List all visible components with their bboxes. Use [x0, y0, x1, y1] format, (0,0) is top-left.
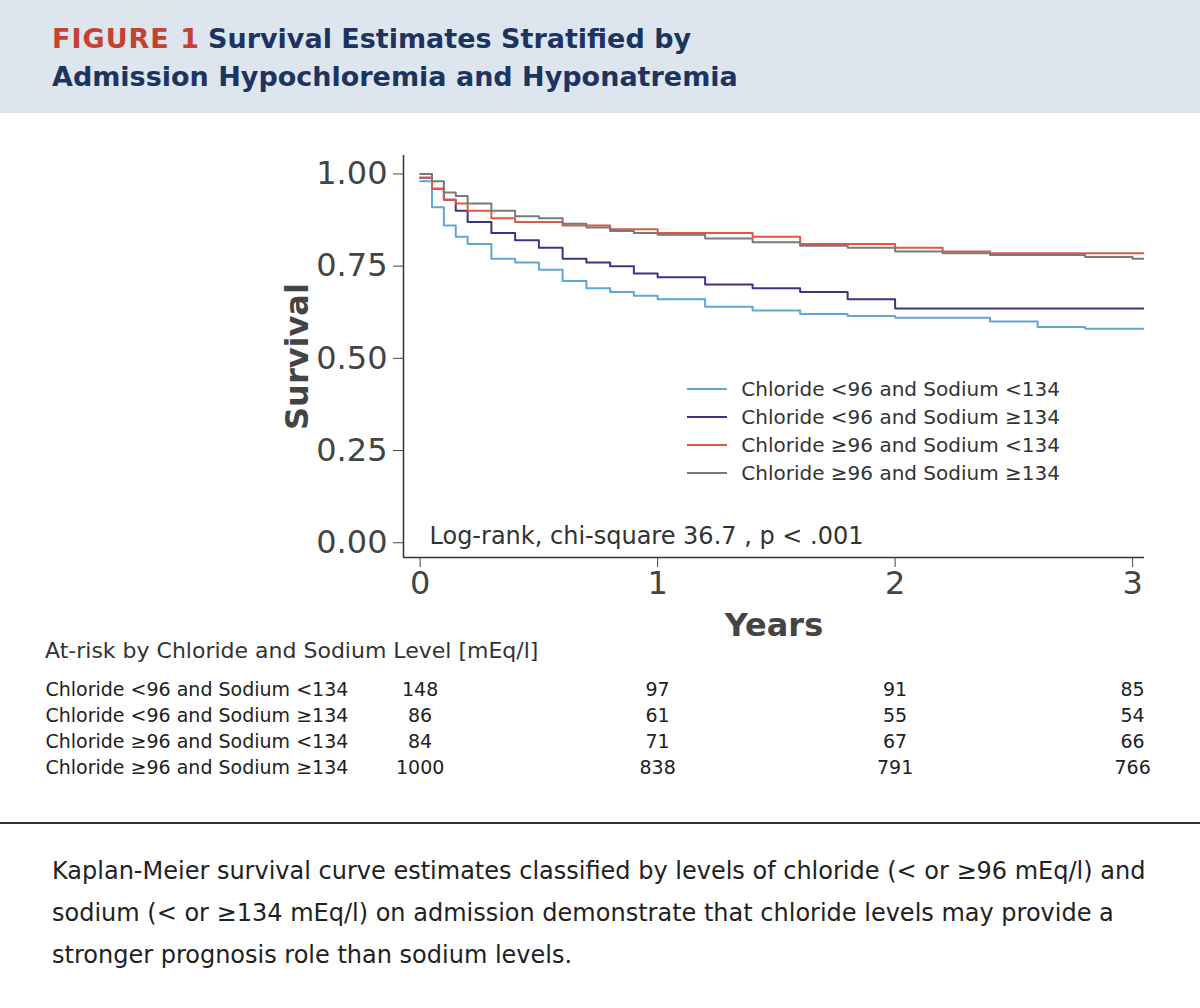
- svg-text:0.50: 0.50: [316, 339, 387, 377]
- svg-text:0: 0: [410, 564, 430, 602]
- svg-text:67: 67: [883, 730, 907, 752]
- svg-text:2: 2: [885, 564, 905, 602]
- svg-text:1.00: 1.00: [316, 154, 387, 192]
- svg-text:Chloride ≥96 and Sodium <134: Chloride ≥96 and Sodium <134: [46, 730, 349, 752]
- svg-text:791: 791: [877, 756, 913, 778]
- svg-text:Years: Years: [724, 606, 823, 644]
- html-text:Kaplan-Meier survival curve es: Kaplan-Meier survival curve estimates cl…: [52, 857, 1146, 969]
- svg-text:54: 54: [1121, 704, 1145, 726]
- svg-text:838: 838: [639, 756, 675, 778]
- html-text:Chloride <96 and Sodium <134: Chloride <96 and Sodium <134: [741, 377, 1060, 401]
- svg-text:55: 55: [883, 704, 907, 726]
- svg-text:1000: 1000: [396, 756, 444, 778]
- svg-text:Chloride ≥96 and Sodium ≥134: Chloride ≥96 and Sodium ≥134: [46, 756, 349, 778]
- html-text:FIGURE 1 Survival Estimates St: FIGURE 1 Survival Estimates Stratified b…: [52, 23, 738, 92]
- svg-text:Chloride <96 and Sodium ≥134: Chloride <96 and Sodium ≥134: [46, 704, 349, 726]
- html-text:Chloride ≥96 and Sodium ≥134: Chloride ≥96 and Sodium ≥134: [741, 461, 1060, 485]
- svg-text:61: 61: [646, 704, 670, 726]
- svg-text:0.75: 0.75: [316, 246, 387, 284]
- html-text:Chloride <96 and Sodium ≥134: Chloride <96 and Sodium ≥134: [741, 405, 1060, 429]
- svg-text:86: 86: [408, 704, 432, 726]
- svg-text:85: 85: [1121, 678, 1145, 700]
- svg-text:1: 1: [647, 564, 667, 602]
- svg-text:Chloride <96 and Sodium <134: Chloride <96 and Sodium <134: [46, 678, 349, 700]
- html-text:Chloride ≥96 and Sodium <134: Chloride ≥96 and Sodium <134: [741, 433, 1060, 457]
- svg-text:71: 71: [646, 730, 670, 752]
- html-text:At-risk by Chloride and Sodium: At-risk by Chloride and Sodium Level [mE…: [45, 638, 539, 663]
- svg-text:66: 66: [1121, 730, 1145, 752]
- svg-text:0.25: 0.25: [316, 431, 387, 469]
- svg-text:97: 97: [646, 678, 670, 700]
- svg-text:148: 148: [402, 678, 438, 700]
- svg-text:91: 91: [883, 678, 907, 700]
- svg-text:Survival: Survival: [278, 283, 316, 430]
- svg-text:84: 84: [408, 730, 432, 752]
- svg-text:766: 766: [1114, 756, 1150, 778]
- svg-text:Log-rank, chi-square 36.7 , p: Log-rank, chi-square 36.7 , p < .001: [430, 522, 864, 550]
- svg-text:0.00: 0.00: [316, 523, 387, 561]
- svg-text:3: 3: [1122, 564, 1142, 602]
